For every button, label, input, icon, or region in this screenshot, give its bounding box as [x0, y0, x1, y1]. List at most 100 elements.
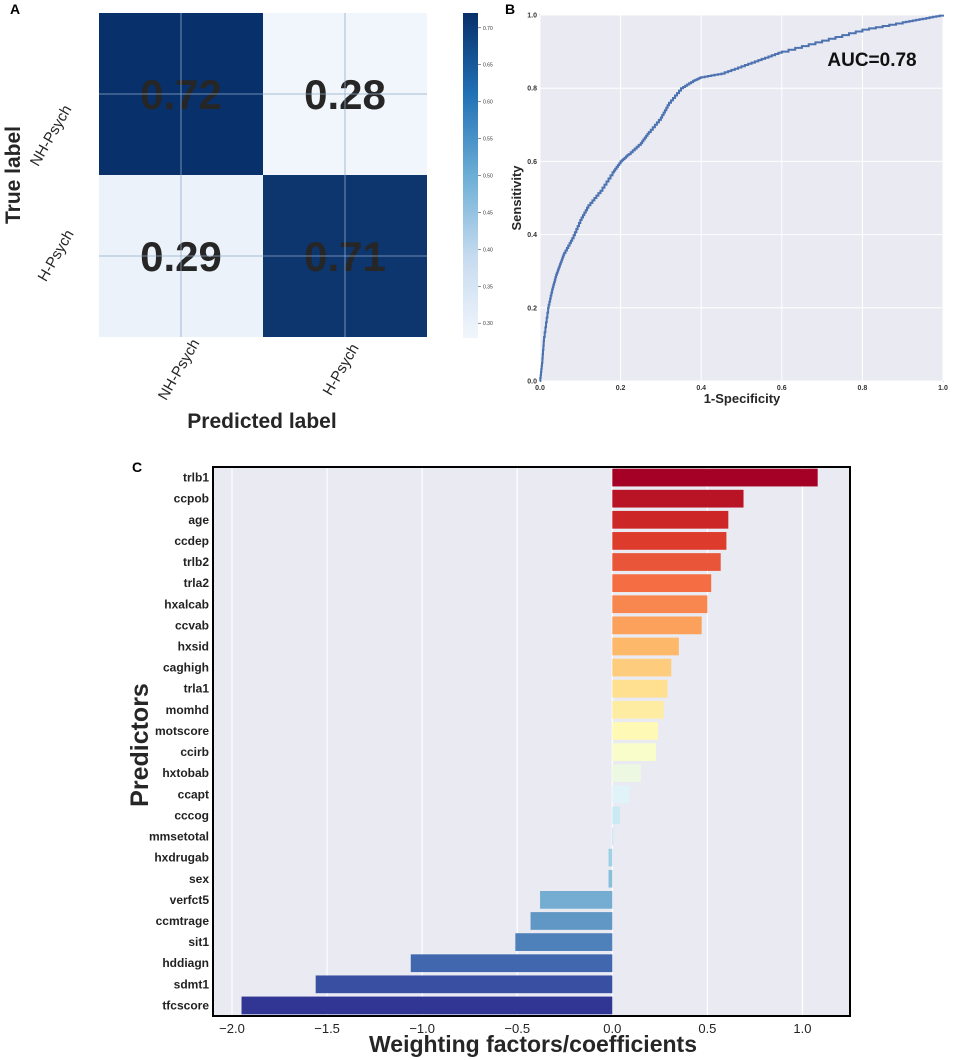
- colorbar-tick-label: 0.55: [483, 137, 493, 143]
- coef-bar-trlb1: [612, 468, 818, 487]
- coef-bar-tfcscore: [241, 996, 613, 1015]
- cm-ylabel: True label: [2, 126, 25, 224]
- roc-ytick-label: 0.6: [527, 159, 537, 166]
- coef-bar-sit1: [515, 933, 613, 951]
- cm-xlabel: Predicted label: [187, 410, 336, 433]
- coef-bar-trla2: [612, 574, 712, 593]
- coef-bar-trla1: [612, 679, 668, 698]
- coef-bar-hxsid: [612, 637, 679, 656]
- coef-label-ccvab: ccvab: [175, 618, 209, 632]
- coef-category-labels: trlb1 ccpob age ccdep trlb2 trla2 hxalcab ccvab…: [149, 471, 209, 1013]
- coef-label-hxtobab: hxtobab: [162, 766, 209, 780]
- coef-bar-trlb2: [612, 553, 721, 571]
- roc-xtick-label: 0.8: [858, 385, 868, 392]
- roc-xticks: 0.0 0.2 0.4 0.6 0.8 1.0: [535, 385, 948, 392]
- coef-label-hxsid: hxsid: [178, 639, 209, 653]
- roc-xtick-label: 0.4: [696, 385, 706, 392]
- cm-ytick-nh-psych: NH-Psych: [27, 102, 75, 169]
- coef-bar-hxdrugab: [608, 848, 613, 867]
- coef-label-verfct5: verfct5: [170, 893, 210, 907]
- coef-bar-mmsetotal: [612, 827, 614, 846]
- coef-bar-ccdep: [612, 532, 727, 550]
- roc-ytick-label: 0.0: [527, 379, 537, 386]
- colorbar-tick-label: 0.65: [483, 63, 493, 69]
- coef-label-sex: sex: [189, 872, 209, 886]
- coef-xlabel: Weighting factors/coefficients: [369, 1031, 697, 1057]
- colorbar-tick-label: 0.40: [483, 247, 493, 253]
- panel-label-b: B: [505, 1, 515, 17]
- coef-label-tfcscore: tfcscore: [162, 998, 209, 1012]
- coef-bar-sdmt1: [315, 975, 613, 994]
- coef-bar-age: [612, 510, 729, 529]
- colorbar-tick-label: 0.30: [483, 321, 493, 327]
- coef-bar-sex: [608, 869, 613, 888]
- roc-yticks: 0.0 0.2 0.4 0.6 0.8 1.0: [527, 13, 537, 386]
- colorbar-ticks: 0.70 0.65 0.60 0.55 0.50 0.45 0.40 0.35 0.30: [478, 26, 493, 327]
- panel-label-a: A: [10, 1, 20, 17]
- coef-bar-hxalcab: [612, 595, 708, 614]
- coef-bars: [241, 468, 818, 1015]
- coef-label-caghigh: caghigh: [163, 661, 209, 675]
- roc-gridlines: [539, 14, 944, 382]
- coef-label-cccog: cccog: [174, 808, 209, 822]
- coef-label-ccapt: ccapt: [178, 787, 209, 801]
- coef-bar-cccog: [612, 806, 620, 825]
- coef-xtick-label: 1.0: [793, 1021, 811, 1036]
- roc-xtick-label: 0.0: [535, 385, 545, 392]
- roc-xtick-label: 0.2: [616, 385, 626, 392]
- coef-bar-ccirb: [612, 743, 657, 761]
- roc-series-line: [539, 14, 944, 382]
- coef-xtick-label: −2.0: [219, 1021, 245, 1036]
- coef-bar-momhd: [612, 700, 664, 719]
- cm-ytick-h-psych: H-Psych: [35, 227, 78, 285]
- coef-label-ccmtrage: ccmtrage: [156, 914, 210, 928]
- coef-bar-ccmtrage: [530, 912, 613, 930]
- coef-xticks: −2.0 −1.5 −1.0 −0.5 0.0 0.5 1.0: [219, 1021, 811, 1036]
- cm-xtick-nh-psych: NH-Psych: [155, 336, 203, 403]
- coef-bar-caghigh: [612, 658, 672, 677]
- roc-ylabel: Sensitivity: [509, 165, 524, 231]
- coef-label-trlb2: trlb2: [183, 555, 209, 569]
- confusion-matrix: 0.72 0.28 0.29 0.71 NH-Psych H-Psych NH-…: [2, 13, 427, 433]
- coef-label-trlb1: trlb1: [183, 471, 209, 485]
- colorbar-tick-label: 0.35: [483, 284, 493, 290]
- colorbar-tick-label: 0.70: [483, 26, 493, 32]
- colorbar-gradient: [463, 13, 478, 338]
- coefficient-chart: trlb1 ccpob age ccdep trlb2 trla2 hxalcab ccvab…: [126, 466, 851, 1057]
- colorbar-tick-label: 0.45: [483, 210, 493, 216]
- panel-label-c: C: [132, 459, 142, 475]
- coef-bar-hxtobab: [612, 764, 641, 783]
- roc-xtick-label: 1.0: [938, 385, 948, 392]
- coef-bar-motscore: [612, 722, 658, 740]
- coef-plot-frame: [212, 466, 851, 1017]
- coef-label-trla1: trla1: [184, 682, 210, 696]
- coef-xtick-label: −1.0: [409, 1021, 435, 1036]
- coef-label-trla2: trla2: [184, 576, 210, 590]
- coef-xtick-label: 0.0: [603, 1021, 621, 1036]
- coef-label-ccdep: ccdep: [174, 534, 209, 548]
- roc-xtick-label: 0.6: [777, 385, 787, 392]
- auc-annotation: AUC=0.78: [827, 50, 916, 71]
- roc-ytick-label: 0.8: [527, 86, 537, 93]
- coef-label-ccirb: ccirb: [180, 745, 209, 759]
- roc-chart: 0.0 0.2 0.4 0.6 0.8 1.0 0.0 0.2 0.4 0.6 0.8 1.0 AU…: [509, 13, 948, 407]
- coef-label-age: age: [188, 513, 209, 527]
- coef-label-hddiagn: hddiagn: [162, 956, 209, 970]
- roc-ytick-label: 0.2: [527, 305, 537, 312]
- colorbar-tick-label: 0.60: [483, 100, 493, 106]
- coef-bar-ccapt: [612, 785, 630, 804]
- colorbar-tick-label: 0.50: [483, 174, 493, 180]
- coef-bar-hddiagn: [410, 954, 613, 973]
- colorbar: 0.70 0.65 0.60 0.55 0.50 0.45 0.40 0.35 0.30: [463, 13, 493, 338]
- coef-label-sdmt1: sdmt1: [174, 977, 210, 991]
- cm-gridlines: [99, 13, 427, 337]
- coef-xtick-label: −0.5: [504, 1021, 530, 1036]
- coef-xtick-label: 0.5: [698, 1021, 716, 1036]
- coef-ylabel: Predictors: [126, 683, 154, 807]
- roc-plot-area: [539, 14, 944, 382]
- coef-bar-ccvab: [612, 616, 702, 635]
- roc-ytick-label: 1.0: [527, 13, 537, 20]
- coef-bar-ccpob: [612, 489, 744, 508]
- coef-xtick-label: −1.5: [314, 1021, 340, 1036]
